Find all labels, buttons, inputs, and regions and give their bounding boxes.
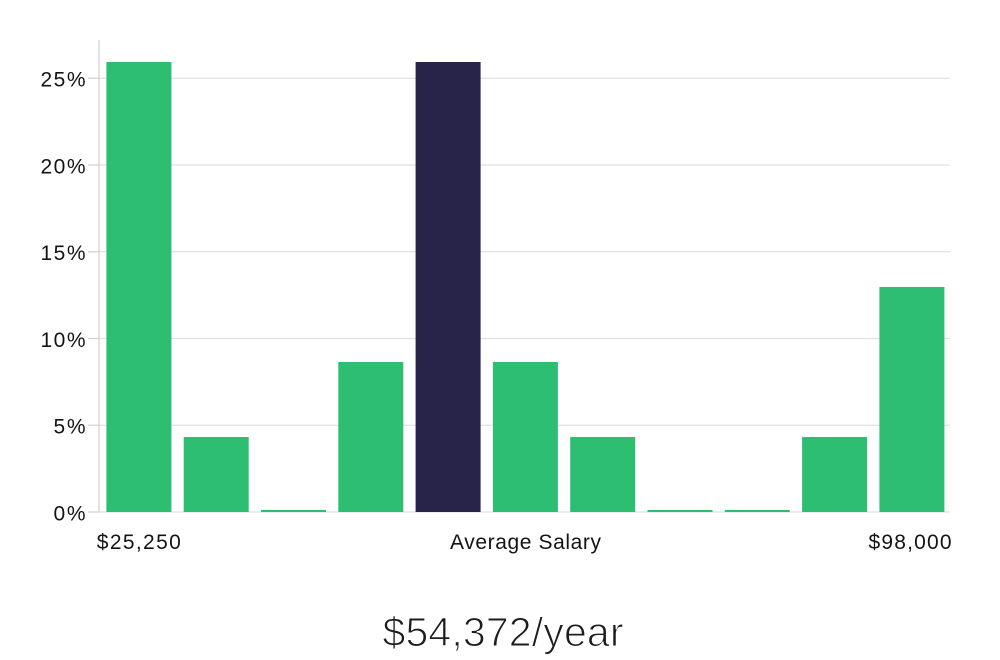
svg-text:25%: 25% [41,69,86,92]
svg-text:10%: 10% [41,329,86,352]
svg-text:Average Salary: Average Salary [450,531,602,554]
svg-text:0%: 0% [54,502,86,525]
svg-text:20%: 20% [41,155,86,178]
svg-text:15%: 15% [41,242,86,265]
svg-text:5%: 5% [54,416,86,439]
svg-text:$98,000: $98,000 [869,531,952,554]
svg-text:$25,250: $25,250 [97,531,181,554]
svg-text:$54,372/year: $54,372/year [383,609,624,655]
